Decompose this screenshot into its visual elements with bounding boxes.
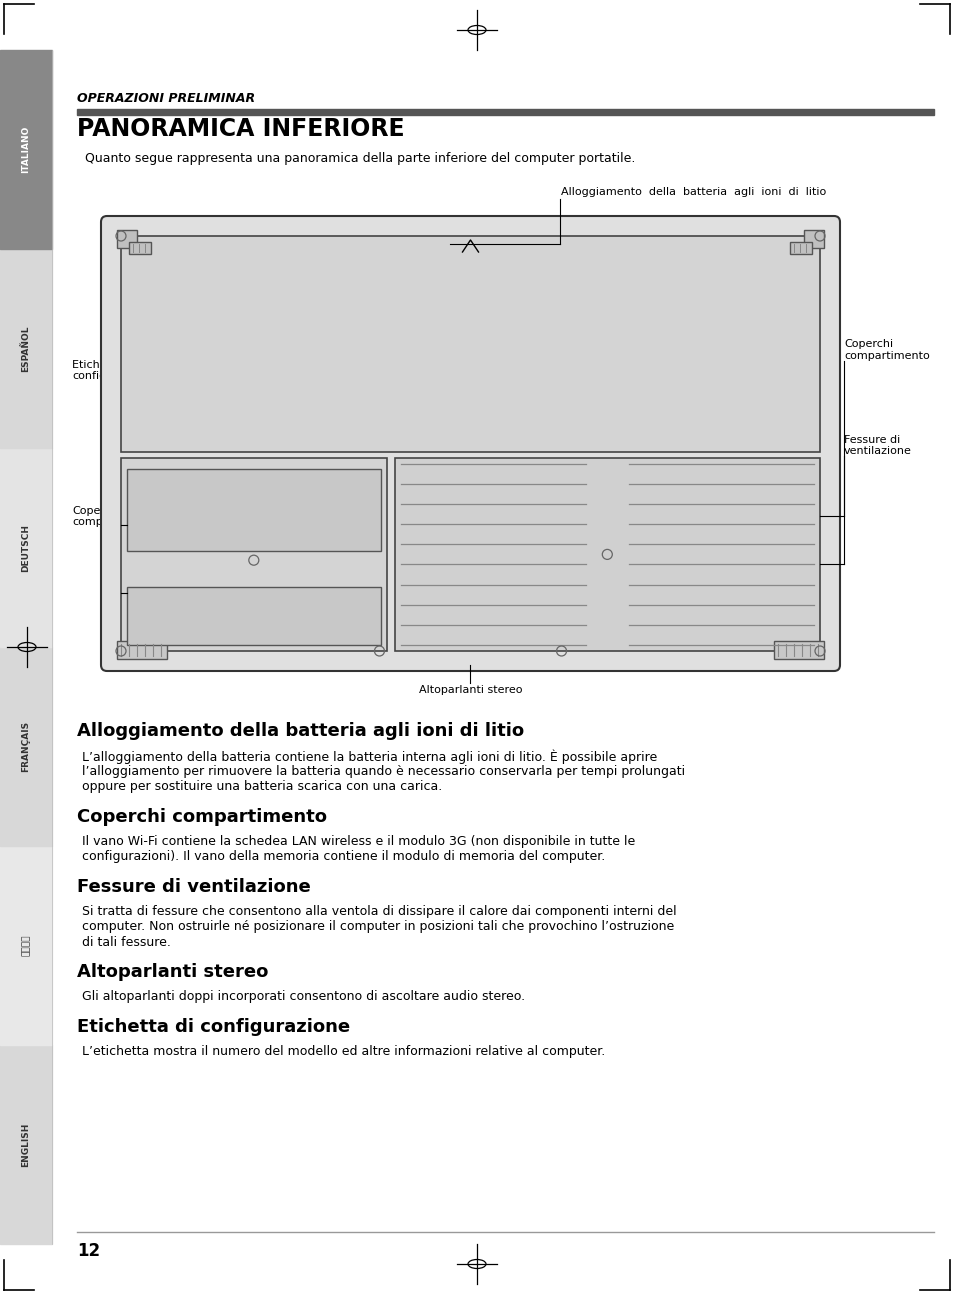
Bar [0, 448, 52, 647]
Text: oppure per sostituire una batteria scarica con una carica.: oppure per sostituire una batteria scari… [82, 780, 442, 793]
Text: L’alloggiamento della batteria contiene la batteria interna agli ioni di litio. : L’alloggiamento della batteria contiene … [82, 749, 657, 763]
Text: computer. Non ostruirle né posizionare il computer in posizioni tali che provoch: computer. Non ostruirle né posizionare i… [82, 920, 674, 933]
Text: Gli altoparlanti doppi incorporati consentono di ascoltare audio stereo.: Gli altoparlanti doppi incorporati conse… [82, 990, 524, 1003]
Text: di tali fessure.: di tali fessure. [82, 936, 171, 949]
Bar [129, 242, 151, 254]
Text: Fessure di
ventilazione: Fessure di ventilazione [843, 435, 911, 457]
Bar [789, 242, 811, 254]
Text: L’etichetta mostra il numero del modello ed altre informazioni relative al compu: L’etichetta mostra il numero del modello… [82, 1044, 604, 1057]
Text: ITALIANO: ITALIANO [22, 126, 30, 173]
Text: Coperchi
compartimento: Coperchi compartimento [843, 339, 929, 361]
Text: 繁體中文: 繁體中文 [22, 934, 30, 956]
Text: Alloggiamento  della  batteria  agli  ioni  di  litio: Alloggiamento della batteria agli ioni d… [560, 188, 825, 197]
Text: Alloggiamento della batteria agli ioni di litio: Alloggiamento della batteria agli ioni d… [77, 722, 523, 740]
Bar [121, 458, 386, 651]
Text: Quanto segue rappresenta una panoramica della parte inferiore del computer porta: Quanto segue rappresenta una panoramica … [85, 151, 635, 166]
Bar [0, 248, 52, 448]
Bar [0, 647, 52, 846]
Text: PANORAMICA INFERIORE: PANORAMICA INFERIORE [77, 116, 404, 141]
FancyBboxPatch shape [101, 216, 840, 672]
Bar [121, 236, 820, 452]
Text: Coperchi
compartimento: Coperchi compartimento [71, 506, 157, 528]
Bar [773, 641, 823, 659]
Text: Si tratta di fessure che consentono alla ventola di dissipare il calore dai comp: Si tratta di fessure che consentono alla… [82, 905, 676, 917]
Bar [0, 50, 52, 248]
Text: Coperchi compartimento: Coperchi compartimento [77, 807, 327, 826]
Bar [127, 470, 380, 550]
Text: Altoparlanti stereo: Altoparlanti stereo [77, 963, 268, 981]
Text: ENGLISH: ENGLISH [22, 1122, 30, 1167]
Text: Etichetta di
configurazione: Etichetta di configurazione [71, 360, 154, 382]
Bar [395, 458, 820, 651]
Bar [117, 641, 167, 659]
Text: DEUTSCH: DEUTSCH [22, 524, 30, 572]
Text: FRANÇAIS: FRANÇAIS [22, 721, 30, 773]
Bar [117, 230, 137, 248]
Text: Altoparlanti stereo: Altoparlanti stereo [418, 685, 521, 695]
Text: ESPAÑOL: ESPAÑOL [22, 325, 30, 371]
Text: configurazioni). Il vano della memoria contiene il modulo di memoria del compute: configurazioni). Il vano della memoria c… [82, 850, 604, 863]
Text: l’alloggiamento per rimuovere la batteria quando è necessario conservarla per te: l’alloggiamento per rimuovere la batteri… [82, 765, 684, 778]
Text: 12: 12 [77, 1242, 100, 1260]
Text: Fessure di ventilazione: Fessure di ventilazione [77, 877, 311, 895]
Text: Etichetta di configurazione: Etichetta di configurazione [77, 1017, 350, 1035]
Bar [0, 1046, 52, 1244]
Bar [77, 109, 933, 115]
Bar [127, 587, 380, 644]
Bar [803, 230, 823, 248]
Text: OPERAZIONI PRELIMINAR: OPERAZIONI PRELIMINAR [77, 92, 254, 105]
Text: Il vano Wi-Fi contiene la schedea LAN wireless e il modulo 3G (non disponibile i: Il vano Wi-Fi contiene la schedea LAN wi… [82, 835, 635, 848]
Bar [0, 846, 52, 1046]
